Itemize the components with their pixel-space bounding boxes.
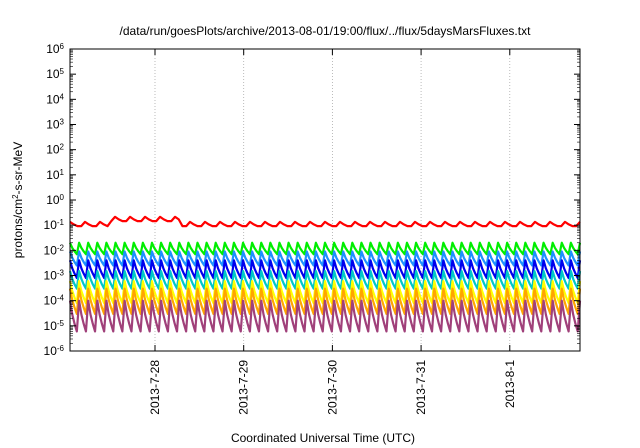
y-tick-label: 103: [46, 117, 64, 132]
x-axis: 2013-7-28 2013-7-29 2013-7-30 2013-7-31 2013…: [148, 49, 517, 415]
y-tick-label: 10-6: [44, 344, 65, 359]
x-tick-label: 2013-8-1: [503, 360, 517, 408]
y-tick-label: 105: [46, 67, 64, 82]
series-line: [69, 215, 581, 228]
series-line: [68, 279, 582, 305]
x-axis-label: Coordinated Universal Time (UTC): [231, 431, 415, 445]
y-tick-label: 106: [46, 42, 64, 57]
series-line: [68, 269, 582, 290]
x-tick-label: 2013-7-28: [148, 360, 162, 415]
y-tick-label: 10-4: [44, 293, 65, 308]
y-tick-label: 10-3: [44, 268, 65, 283]
series-line: [68, 299, 582, 333]
series-layer: [68, 215, 582, 333]
y-tick-label: 10-1: [44, 218, 65, 233]
y-axis-label: protons/cm2-s-sr-MeV: [11, 142, 26, 258]
y-tick-label: 10-5: [44, 318, 65, 333]
y-tick-label: 100: [46, 193, 64, 208]
y-tick-label: 10-2: [44, 243, 65, 257]
grid-lines: [154, 49, 511, 351]
x-tick-label: 2013-7-29: [237, 360, 251, 415]
series-line: [68, 259, 582, 280]
chart-title: /data/run/goesPlots/archive/2013-08-01/1…: [120, 24, 532, 38]
y-tick-label: 102: [46, 142, 64, 157]
y-tick-label: 104: [46, 92, 64, 107]
x-tick-label: 2013-7-31: [414, 360, 428, 415]
y-tick-label: 101: [46, 167, 64, 182]
series-line: [68, 250, 582, 267]
y-axis: 10-6 10-5 10-4 10-3 10-2 10-1 100 101 102 103 104 1…: [44, 42, 580, 359]
series-line: [68, 241, 582, 256]
x-tick-label: 2013-7-30: [325, 360, 339, 415]
series-line: [68, 287, 582, 315]
